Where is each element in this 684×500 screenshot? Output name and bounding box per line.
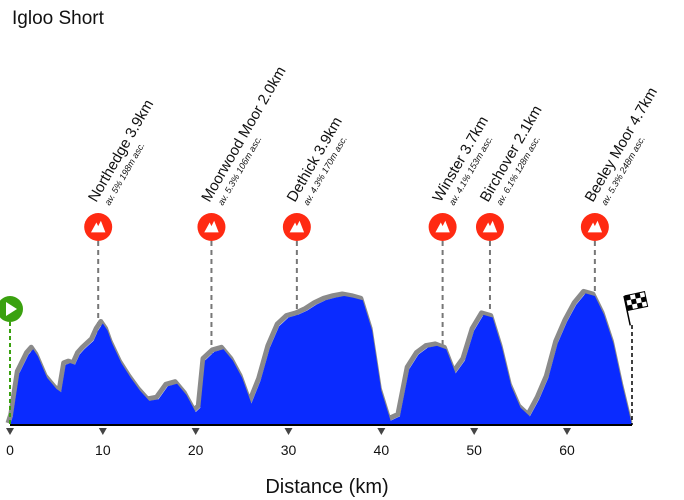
climb-name: Moorwood Moor 2.0km <box>198 64 289 205</box>
x-tick <box>563 428 572 435</box>
climb-name: Beeley Moor 4.7km <box>582 85 661 205</box>
x-tick <box>191 428 200 435</box>
x-tick <box>284 428 293 435</box>
x-tick-label: 60 <box>559 442 575 458</box>
x-tick <box>6 428 14 435</box>
x-axis-label: Distance (km) <box>265 476 388 498</box>
x-tick-label: 20 <box>188 442 204 458</box>
checkered-flag-icon <box>623 291 649 326</box>
chart-title: Igloo Short <box>12 8 104 29</box>
x-tick <box>98 428 107 435</box>
x-tick-label: 40 <box>374 442 390 458</box>
start-finish-markers <box>0 291 649 425</box>
x-tick-label: 0 <box>6 442 14 458</box>
x-tick <box>377 428 386 435</box>
x-tick-label: 50 <box>466 442 482 458</box>
x-tick-label: 30 <box>281 442 297 458</box>
elevation-area <box>10 293 632 425</box>
x-axis: 0 10 20 30 40 50 60 <box>6 424 632 458</box>
x-tick-label: 10 <box>95 442 111 458</box>
play-icon <box>6 302 17 316</box>
x-tick <box>470 428 479 435</box>
